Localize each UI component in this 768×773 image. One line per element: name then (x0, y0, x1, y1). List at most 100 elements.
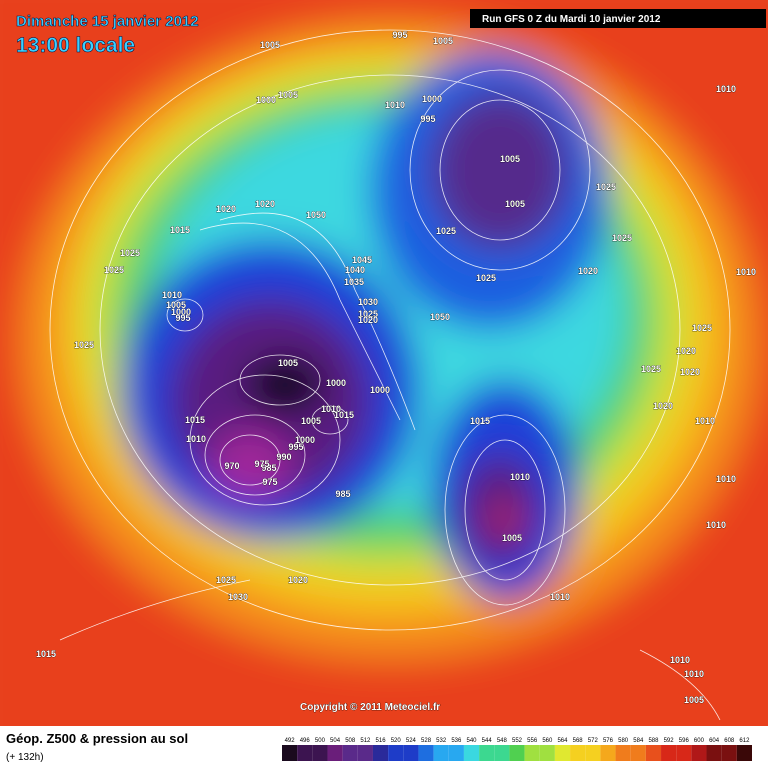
isobar-label: 1025 (358, 309, 378, 319)
isobar-label: 1000 (295, 435, 315, 445)
colorbar-label: 516 (376, 738, 387, 744)
isobar-label: 1025 (104, 265, 124, 275)
isobar-label: 995 (175, 313, 190, 323)
isobar-label: 1010 (695, 416, 715, 426)
isobar-label: 1025 (476, 273, 496, 283)
colorbar-cell (706, 745, 722, 761)
colorbar-label: 592 (664, 738, 675, 744)
isobar-label: 975 (262, 477, 277, 487)
colorbar-cell (615, 745, 631, 761)
colorbar-label: 508 (345, 738, 356, 744)
isobar-label: 1005 (166, 300, 186, 310)
isobar-label: 1005 (301, 416, 321, 426)
colorbar-label: 588 (648, 738, 659, 744)
colorbar-label: 540 (467, 738, 478, 744)
run: Run GFS 0 Z du Mardi 10 janvier 2012 (482, 14, 661, 25)
isobar-label: 1010 (716, 84, 736, 94)
colorbar-label: 528 (421, 738, 432, 744)
isobar-label: 1010 (670, 655, 690, 665)
isobar-label: 1010 (186, 434, 206, 444)
copyright: Copyright © 2011 Meteociel.fr (300, 702, 440, 713)
colorbar-label: 492 (285, 738, 296, 744)
colorbar-cell (570, 745, 586, 761)
isobar-label: 985 (261, 463, 276, 473)
isobar-label: 1005 (500, 154, 520, 164)
colorbar-label: 576 (603, 738, 614, 744)
isobar-label: 1000 (370, 385, 390, 395)
isobar-label: 1030 (358, 297, 378, 307)
colorbar-label: 568 (573, 738, 584, 744)
colorbar-cell (297, 745, 313, 761)
isobar-label: 1015 (334, 410, 354, 420)
colorbar-label: 548 (497, 738, 508, 744)
colorbar-cell (312, 745, 328, 761)
colorbar-label: 584 (633, 738, 644, 744)
isobar-label: 1010 (321, 404, 341, 414)
isobar-label: 1020 (578, 266, 598, 276)
isobar-label: 1000 (171, 307, 191, 317)
isobar-label: 995 (420, 114, 435, 124)
date: Dimanche 15 janvier 2012 (16, 13, 199, 30)
colorbar-cell (342, 745, 358, 761)
colorbar-cell (691, 745, 707, 761)
colorbar-cell (524, 745, 540, 761)
colorbar-cell (433, 745, 449, 761)
isobar-label: 1010 (550, 592, 570, 602)
isobar-label: 1015 (36, 649, 56, 659)
isobar-label: 1015 (185, 415, 205, 425)
isobar-label: 1010 (716, 474, 736, 484)
isobar-label: 995 (392, 30, 407, 40)
isobar-label: 1025 (120, 248, 140, 258)
colorbar-cell (282, 745, 298, 761)
colorbar-cell (463, 745, 480, 761)
colorbar-cell (418, 745, 434, 761)
colorbar-label: 572 (588, 738, 599, 744)
isobar-label: 1005 (260, 40, 280, 50)
colorbar-cell (448, 745, 464, 761)
isobar-label: 975 (254, 459, 269, 469)
isobars (49, 29, 731, 721)
colorbar-label: 512 (360, 738, 371, 744)
colorbar-label: 496 (300, 738, 311, 744)
isobar-label: 1010 (510, 472, 530, 482)
colorbar-cell (721, 745, 737, 761)
isobar-label: 970 (224, 461, 239, 471)
run-banner (470, 9, 766, 28)
isobar-label: 1000 (326, 378, 346, 388)
isobar-label: 1010 (736, 267, 756, 277)
colorbar-cell (630, 745, 646, 761)
colorbar-cell (479, 745, 495, 761)
isobar-label: 1020 (255, 199, 275, 209)
isobar-label: 1025 (74, 340, 94, 350)
isobar-label: 1010 (162, 290, 182, 300)
colorbar-label: 612 (739, 738, 750, 744)
colorbar-label: 564 (557, 738, 568, 744)
isobar-label: 1000 (256, 95, 276, 105)
isobar-label: 1025 (641, 364, 661, 374)
colorbar-cell (676, 745, 692, 761)
colorbar-cell (661, 745, 677, 761)
colorbar-label: 608 (724, 738, 735, 744)
colorbar-cell (403, 745, 419, 761)
colorbar-cell (539, 745, 555, 761)
colorbar: 492 496 500 504 508 512 516 520 524 528 532 536 540 5… (282, 738, 752, 761)
isobar-label: 1005 (278, 90, 298, 100)
isobar-label: 1005 (433, 36, 453, 46)
isobar-label: 1025 (612, 233, 632, 243)
isobar-label: 1010 (706, 520, 726, 530)
isobar-label: 1025 (436, 226, 456, 236)
isobar-label: 1020 (680, 367, 700, 377)
colorbar-cell (645, 745, 662, 761)
colorbar-label: 520 (391, 738, 402, 744)
isobar-label: 1050 (306, 210, 326, 220)
colorbar-cell (736, 745, 752, 761)
colorbar-cell (388, 745, 404, 761)
colorbar-label: 524 (406, 738, 417, 744)
isobar-label: 1005 (505, 199, 525, 209)
colorbar-label: 544 (482, 738, 493, 744)
isobar-label: 1000 (422, 94, 442, 104)
